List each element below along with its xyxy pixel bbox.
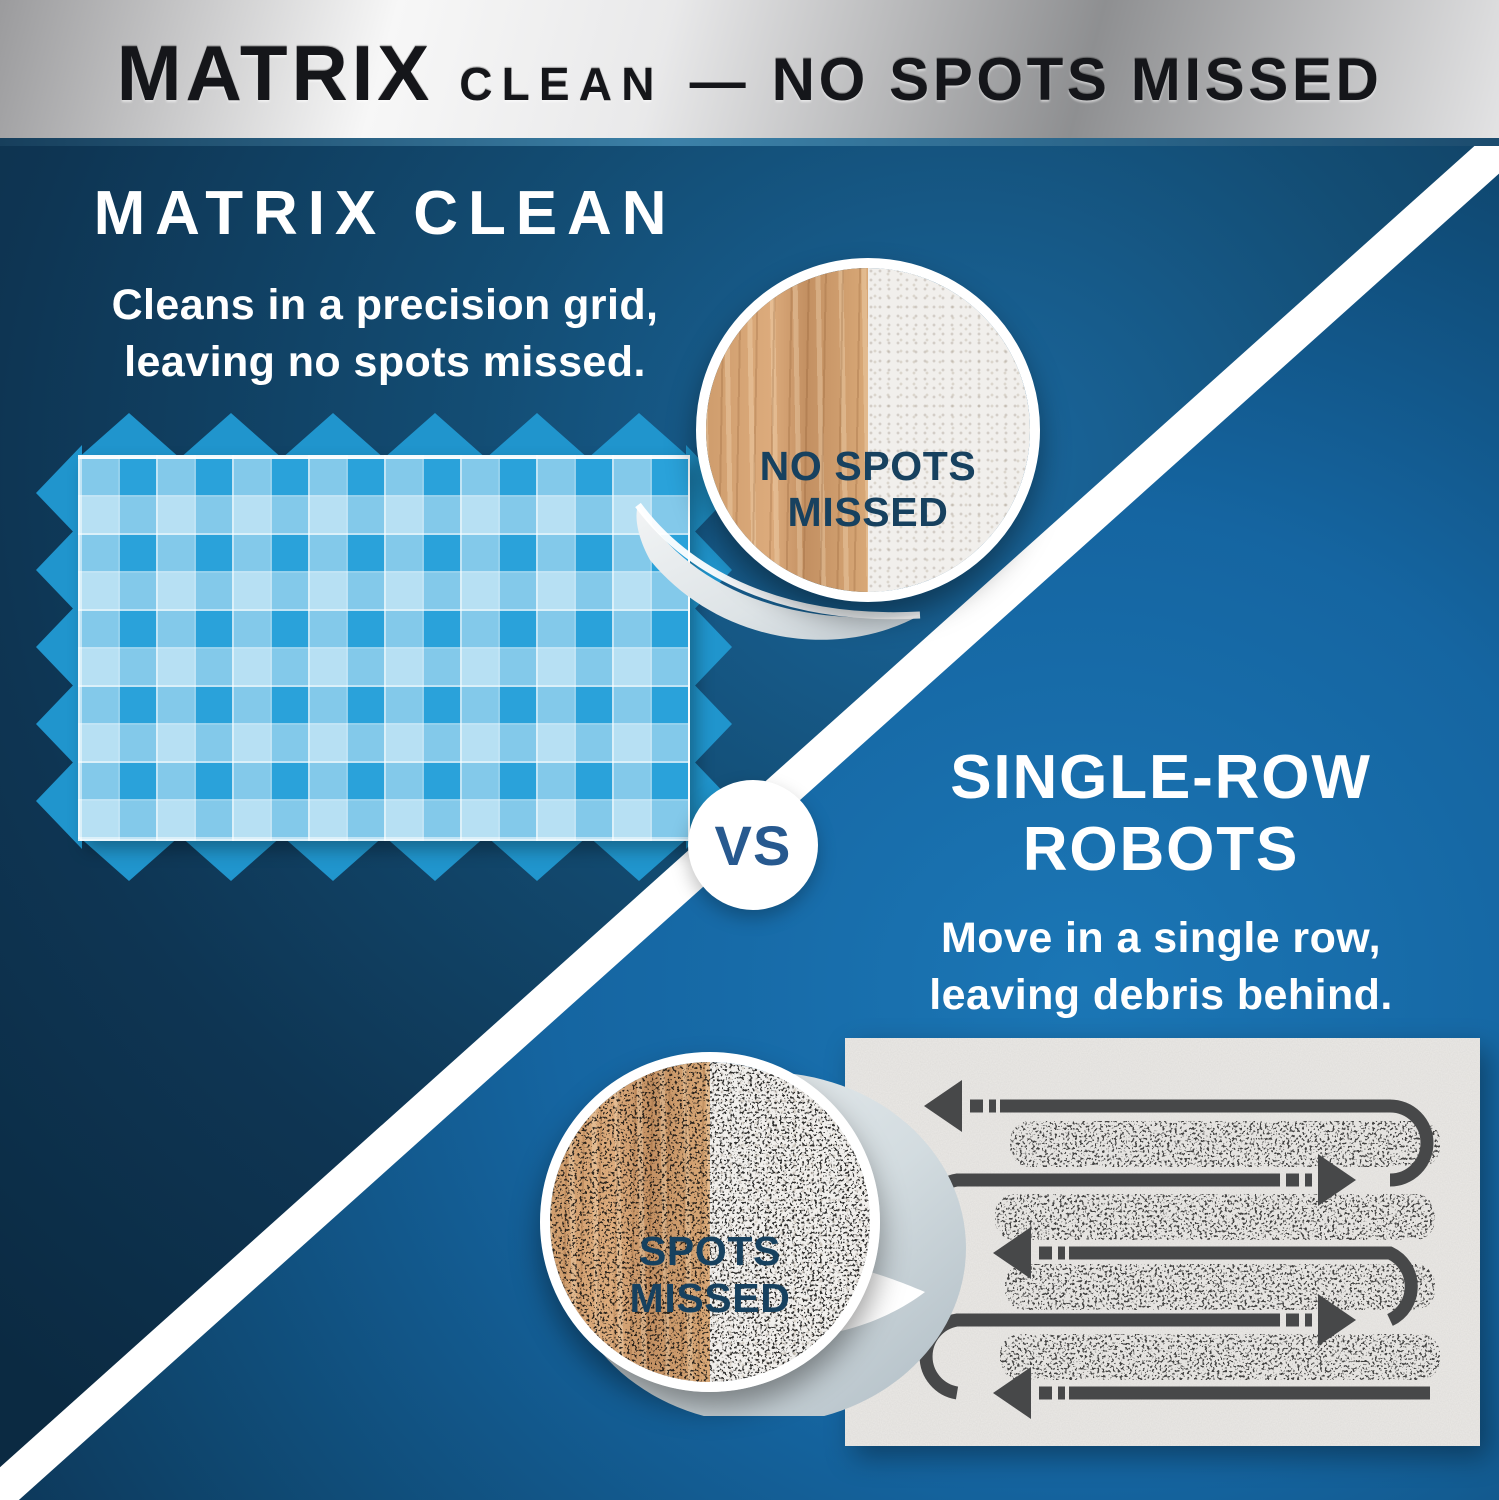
callout-dirty-line1: SPOTS [638,1228,782,1275]
spots-missed-label: SPOTS MISSED [550,1228,870,1321]
brand-logo-text: MATRIX [116,29,434,117]
spots-missed-callout: SPOTS MISSED [540,1052,880,1392]
single-row-title-line1: SINGLE-ROW [950,743,1372,812]
single-row-title-line2: ROBOTS [1022,814,1300,884]
single-row-description: Move in a single row, leaving debris beh… [858,910,1464,1024]
debris-speckle-bands [995,1121,1440,1380]
single-row-desc-line1: Move in a single row, [941,913,1381,962]
no-spots-missed-callout: NO SPOTS MISSED [696,258,1040,602]
matrix-section-description: Cleans in a precision grid, leaving no s… [40,277,730,391]
single-row-carpet-graphic [845,1038,1480,1446]
header-tagline: NO SPOTS MISSED [771,46,1383,113]
matrix-clean-section: MATRIX CLEAN Cleans in a precision grid,… [40,178,730,391]
gingham-coverage-grid [78,455,690,841]
vs-label: VS [714,813,792,877]
header-separator: — [689,49,746,112]
header-divider [0,138,1499,146]
grid-arrow-down-icons [77,835,691,881]
matrix-desc-line2: leaving no spots missed. [124,337,646,386]
callout-clean-line1: NO SPOTS [759,442,977,489]
single-row-section: SINGLE-ROW ROBOTS Move in a single row, … [858,742,1464,1023]
callout-curl-clean [635,502,921,640]
grid-arrow-up-icons [77,413,691,459]
no-spots-missed-label: NO SPOTS MISSED [706,443,1030,536]
grid-arrow-left-icons [36,445,82,849]
matrix-desc-line1: Cleans in a precision grid, [111,281,659,329]
brand-sub-text: CLEAN [459,58,664,110]
single-row-section-title: SINGLE-ROW ROBOTS [858,742,1464,886]
callout-clean-line2: MISSED [787,489,949,536]
single-row-desc-line2: leaving debris behind. [929,970,1393,1019]
callout-dirty-line2: MISSED [629,1274,791,1321]
vs-badge: VS [688,780,818,910]
precision-grid-graphic [30,407,738,887]
dirt-speckles [550,1062,870,1382]
header-banner: MATRIX CLEAN — NO SPOTS MISSED [0,0,1499,138]
path-arrowhead-icons [924,1080,1356,1419]
matrix-section-title: MATRIX CLEAN [93,179,677,248]
